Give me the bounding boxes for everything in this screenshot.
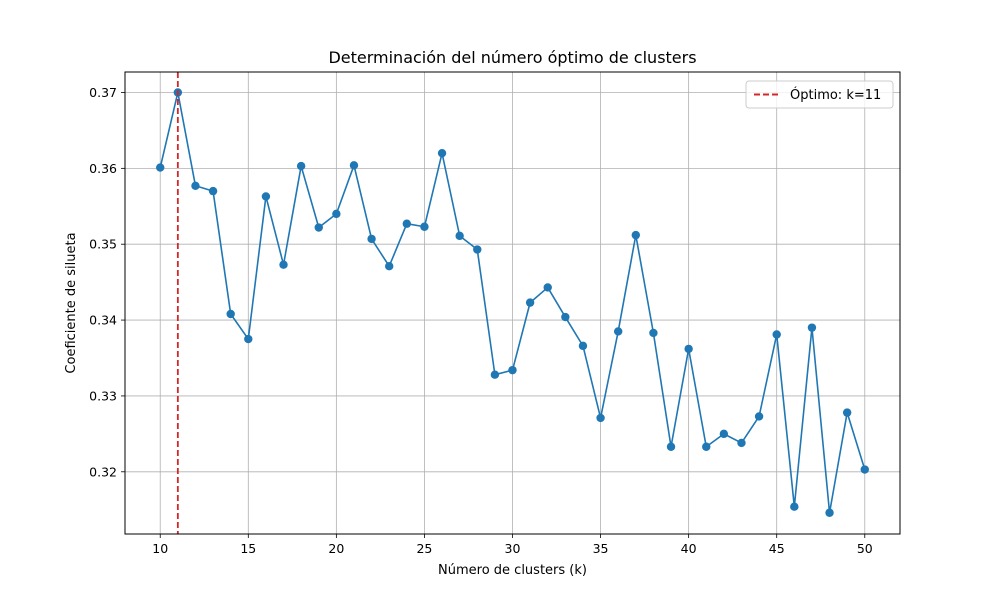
data-point: [402, 219, 412, 228]
data-point: [825, 508, 834, 517]
data-point: [191, 181, 200, 190]
legend-box: [745, 80, 894, 109]
y-axis-label: Coeficiente de silueta: [64, 232, 79, 373]
data-point: [649, 328, 658, 338]
data-point: [666, 442, 676, 451]
plot-series: [156, 88, 869, 517]
data-point: [385, 262, 394, 271]
data-point: [702, 442, 711, 451]
x-tick-label: 40: [681, 541, 697, 556]
data-point: [525, 298, 535, 307]
data-point: [631, 230, 640, 240]
data-point: [578, 341, 588, 351]
data-point: [737, 438, 746, 448]
y-tick-label: 0.34: [89, 313, 117, 328]
x-tick-label: 20: [328, 541, 344, 556]
data-point: [772, 330, 781, 339]
data-point: [296, 161, 306, 171]
data-point: [455, 231, 464, 241]
data-point: [208, 186, 218, 196]
data-point: [543, 283, 552, 292]
data-point: [367, 234, 376, 244]
x-tick-label: 50: [857, 541, 873, 556]
data-point: [508, 365, 517, 375]
y-tick-label: 0.35: [89, 237, 117, 252]
y-tick-label: 0.32: [89, 464, 117, 479]
y-tick-label: 0.36: [89, 161, 117, 176]
axes-frame: [124, 71, 901, 535]
data-point: [684, 344, 693, 354]
data-point: [156, 163, 165, 172]
legend: Óptimo: k=11: [745, 80, 894, 109]
data-point: [314, 223, 323, 232]
y-tick-label: 0.33: [89, 388, 117, 403]
data-point: [279, 260, 288, 269]
data-point: [244, 334, 253, 344]
data-point: [349, 161, 359, 170]
data-point: [332, 209, 341, 219]
x-tick-label: 25: [416, 541, 432, 556]
data-point: [790, 502, 799, 511]
data-point: [226, 309, 235, 319]
data-point: [754, 412, 764, 421]
y-axis-ticks: 0.32 0.33 0.34 0.35 0.36 0.37: [89, 85, 125, 479]
legend-label-optimo: Óptimo: k=11: [790, 87, 881, 103]
x-tick-label: 45: [769, 541, 785, 556]
data-point: [437, 148, 447, 158]
x-tick-label: 10: [152, 541, 168, 556]
x-tick-label: 15: [240, 541, 256, 556]
data-point: [420, 222, 429, 231]
data-point: [473, 245, 482, 254]
x-tick-label: 35: [593, 541, 609, 556]
data-point: [490, 370, 500, 379]
data-point: [842, 408, 852, 417]
data-point: [261, 192, 271, 201]
x-axis-label: Número de clusters (k): [438, 563, 587, 578]
grid: [125, 72, 900, 534]
chart-title: Determinación del número óptimo de clust…: [328, 48, 696, 67]
y-tick-label: 0.37: [89, 85, 117, 100]
x-tick-label: 30: [505, 541, 521, 556]
x-axis-ticks: 10 15 20 25 30 35 40 45 50: [152, 534, 873, 556]
data-point: [613, 327, 623, 336]
data-point: [719, 429, 729, 439]
data-point: [860, 465, 869, 474]
data-point: [807, 323, 817, 332]
data-point: [561, 312, 570, 322]
data-point: [596, 413, 605, 423]
